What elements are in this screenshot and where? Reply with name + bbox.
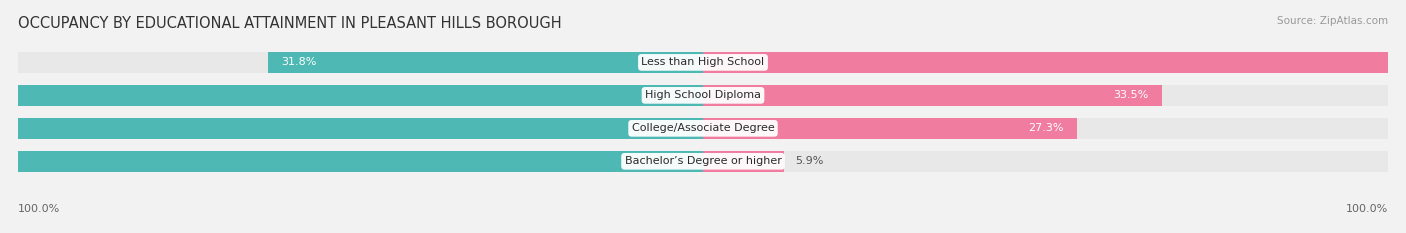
Bar (703, 118, 1077, 139)
Bar (703, 151, 783, 171)
Bar (18, 151, 1388, 171)
Text: 100.0%: 100.0% (18, 204, 60, 214)
Bar (703, 85, 1161, 106)
Text: High School Diploma: High School Diploma (645, 90, 761, 100)
Text: 100.0%: 100.0% (1346, 204, 1388, 214)
Text: 33.5%: 33.5% (1112, 90, 1149, 100)
Bar (18, 85, 1388, 106)
Text: OCCUPANCY BY EDUCATIONAL ATTAINMENT IN PLEASANT HILLS BOROUGH: OCCUPANCY BY EDUCATIONAL ATTAINMENT IN P… (18, 16, 562, 31)
Bar (0, 118, 703, 139)
Bar (0, 151, 703, 171)
Text: 27.3%: 27.3% (1028, 123, 1063, 133)
Text: Bachelor’s Degree or higher: Bachelor’s Degree or higher (624, 156, 782, 166)
Bar (0, 85, 703, 106)
Bar (267, 52, 703, 73)
Text: 31.8%: 31.8% (281, 57, 316, 67)
Bar (18, 118, 1388, 139)
Bar (703, 52, 1406, 73)
Text: Source: ZipAtlas.com: Source: ZipAtlas.com (1277, 16, 1388, 26)
Text: Less than High School: Less than High School (641, 57, 765, 67)
Text: 5.9%: 5.9% (794, 156, 823, 166)
Text: College/Associate Degree: College/Associate Degree (631, 123, 775, 133)
Bar (18, 52, 1388, 73)
